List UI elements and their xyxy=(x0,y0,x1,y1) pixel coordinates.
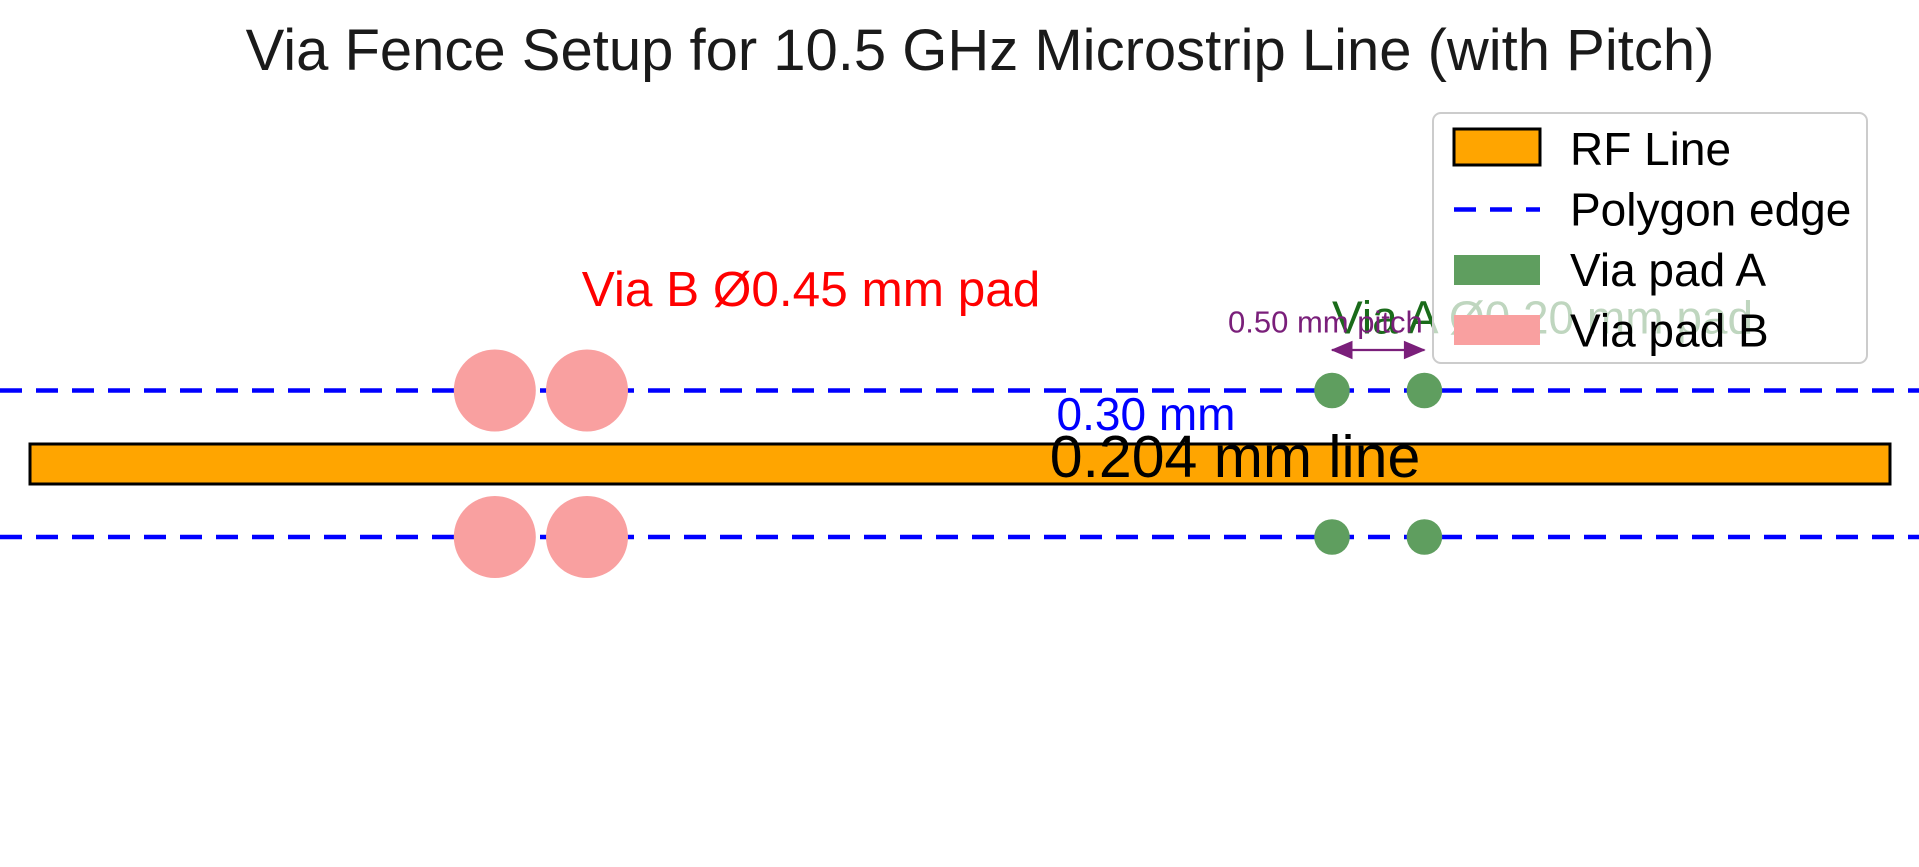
svg-text:Via pad A: Via pad A xyxy=(1570,244,1766,296)
svg-text:Polygon edge: Polygon edge xyxy=(1570,184,1851,236)
svg-text:Via B Ø0.45 mm pad: Via B Ø0.45 mm pad xyxy=(582,262,1041,317)
svg-text:Via Fence Setup for 10.5 GHz M: Via Fence Setup for 10.5 GHz Microstrip … xyxy=(246,18,1715,83)
svg-text:RF Line: RF Line xyxy=(1570,123,1731,175)
svg-text:Via pad B: Via pad B xyxy=(1570,305,1769,357)
svg-text:0.204 mm line: 0.204 mm line xyxy=(1050,424,1421,490)
svg-text:0.50 mm pitch: 0.50 mm pitch xyxy=(1228,305,1423,340)
